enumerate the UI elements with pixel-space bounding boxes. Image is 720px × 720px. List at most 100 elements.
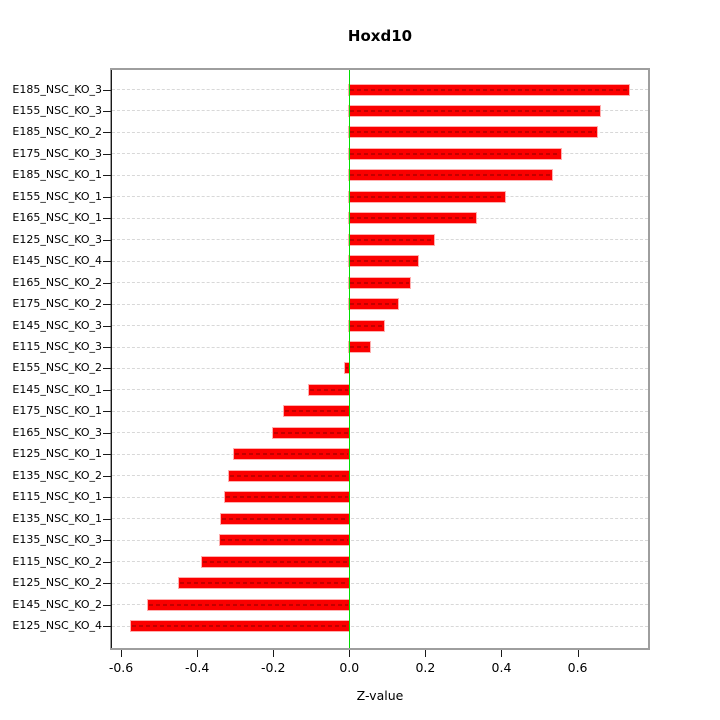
category-label: E145_NSC_KO_1 bbox=[12, 382, 102, 396]
bar bbox=[224, 492, 350, 503]
grid-line bbox=[112, 496, 648, 498]
y-tick bbox=[103, 196, 111, 198]
bar bbox=[349, 170, 552, 181]
category-label: E175_NSC_KO_1 bbox=[12, 404, 102, 418]
grid-line bbox=[112, 475, 648, 477]
category-label: E125_NSC_KO_1 bbox=[12, 447, 102, 461]
category-label: E175_NSC_KO_2 bbox=[12, 297, 102, 311]
x-tick-label: 0.2 bbox=[415, 660, 436, 675]
category-label: E135_NSC_KO_2 bbox=[12, 468, 102, 482]
y-tick bbox=[103, 432, 111, 434]
y-tick bbox=[103, 239, 111, 241]
y-tick bbox=[103, 110, 111, 112]
category-label: E145_NSC_KO_4 bbox=[12, 254, 102, 268]
bar bbox=[349, 256, 419, 267]
grid-line bbox=[112, 367, 648, 369]
bar bbox=[349, 342, 371, 353]
y-tick bbox=[103, 304, 111, 306]
bar bbox=[349, 191, 506, 202]
category-label: E175_NSC_KO_3 bbox=[12, 146, 102, 160]
y-tick bbox=[103, 389, 111, 391]
grid-line bbox=[112, 389, 648, 391]
x-tick-label: 0.0 bbox=[339, 660, 360, 675]
bar bbox=[201, 556, 350, 567]
grid-line bbox=[112, 582, 648, 584]
y-tick bbox=[103, 497, 111, 499]
x-tick bbox=[197, 650, 199, 657]
x-tick-label: -0.2 bbox=[261, 660, 286, 675]
y-axis-line bbox=[111, 70, 112, 648]
y-tick bbox=[103, 368, 111, 370]
category-label: E135_NSC_KO_1 bbox=[12, 511, 102, 525]
y-tick bbox=[103, 89, 111, 91]
y-tick bbox=[103, 347, 111, 349]
bar bbox=[349, 105, 601, 116]
y-tick bbox=[103, 153, 111, 155]
x-tick-label: 0.4 bbox=[491, 660, 512, 675]
category-label: E155_NSC_KO_3 bbox=[12, 103, 102, 117]
y-tick bbox=[103, 218, 111, 220]
bar bbox=[349, 84, 629, 95]
category-label: E155_NSC_KO_2 bbox=[12, 361, 102, 375]
category-label: E165_NSC_KO_3 bbox=[12, 425, 102, 439]
y-tick bbox=[103, 411, 111, 413]
category-label: E185_NSC_KO_1 bbox=[12, 168, 102, 182]
category-label: E115_NSC_KO_1 bbox=[12, 490, 102, 504]
y-tick bbox=[103, 540, 111, 542]
category-label: E185_NSC_KO_2 bbox=[12, 125, 102, 139]
y-tick bbox=[103, 261, 111, 263]
y-tick bbox=[103, 561, 111, 563]
grid-line bbox=[112, 346, 648, 348]
x-tick-label: -0.4 bbox=[184, 660, 210, 675]
y-tick bbox=[103, 626, 111, 627]
bar bbox=[229, 470, 350, 481]
grid-line bbox=[112, 625, 648, 627]
grid-line bbox=[112, 561, 648, 563]
x-tick bbox=[501, 650, 503, 657]
bar bbox=[148, 599, 350, 610]
grid-line bbox=[112, 539, 648, 541]
x-tick bbox=[121, 650, 123, 657]
category-label: E145_NSC_KO_3 bbox=[12, 318, 102, 332]
bar bbox=[273, 427, 350, 438]
grid-line bbox=[112, 432, 648, 434]
category-label: E165_NSC_KO_1 bbox=[12, 211, 102, 225]
bar bbox=[344, 363, 350, 374]
grid-line bbox=[112, 453, 648, 455]
y-tick bbox=[103, 454, 111, 456]
y-tick bbox=[103, 325, 111, 327]
zero-reference-line bbox=[348, 70, 351, 648]
category-label: E125_NSC_KO_3 bbox=[12, 232, 102, 246]
bar bbox=[178, 578, 350, 589]
chart-title: Hoxd10 bbox=[347, 27, 413, 45]
y-tick bbox=[103, 175, 111, 177]
category-label: E165_NSC_KO_2 bbox=[12, 275, 102, 289]
bar bbox=[220, 535, 350, 546]
category-label: E115_NSC_KO_3 bbox=[12, 340, 102, 354]
bar bbox=[349, 277, 411, 288]
grid-line bbox=[112, 604, 648, 606]
category-label: E125_NSC_KO_2 bbox=[12, 576, 102, 590]
category-label: E185_NSC_KO_3 bbox=[12, 82, 102, 96]
category-label: E155_NSC_KO_1 bbox=[12, 189, 102, 203]
x-tick bbox=[577, 650, 579, 657]
grid-line bbox=[112, 518, 648, 520]
x-tick-label: -0.6 bbox=[108, 660, 134, 675]
bar bbox=[349, 213, 477, 224]
y-tick bbox=[103, 604, 111, 606]
category-label: E145_NSC_KO_2 bbox=[12, 597, 102, 611]
y-tick bbox=[103, 583, 111, 585]
bar bbox=[283, 406, 350, 417]
grid-line bbox=[112, 410, 648, 412]
y-tick bbox=[103, 132, 111, 134]
bar bbox=[234, 449, 350, 460]
y-tick bbox=[103, 518, 111, 520]
category-label: E125_NSC_KO_4 bbox=[12, 619, 102, 632]
bar bbox=[349, 127, 598, 138]
bar bbox=[349, 148, 561, 159]
x-tick bbox=[273, 650, 275, 657]
x-tick-label: 0.6 bbox=[567, 660, 588, 675]
bar bbox=[349, 320, 384, 331]
y-tick bbox=[103, 282, 111, 284]
